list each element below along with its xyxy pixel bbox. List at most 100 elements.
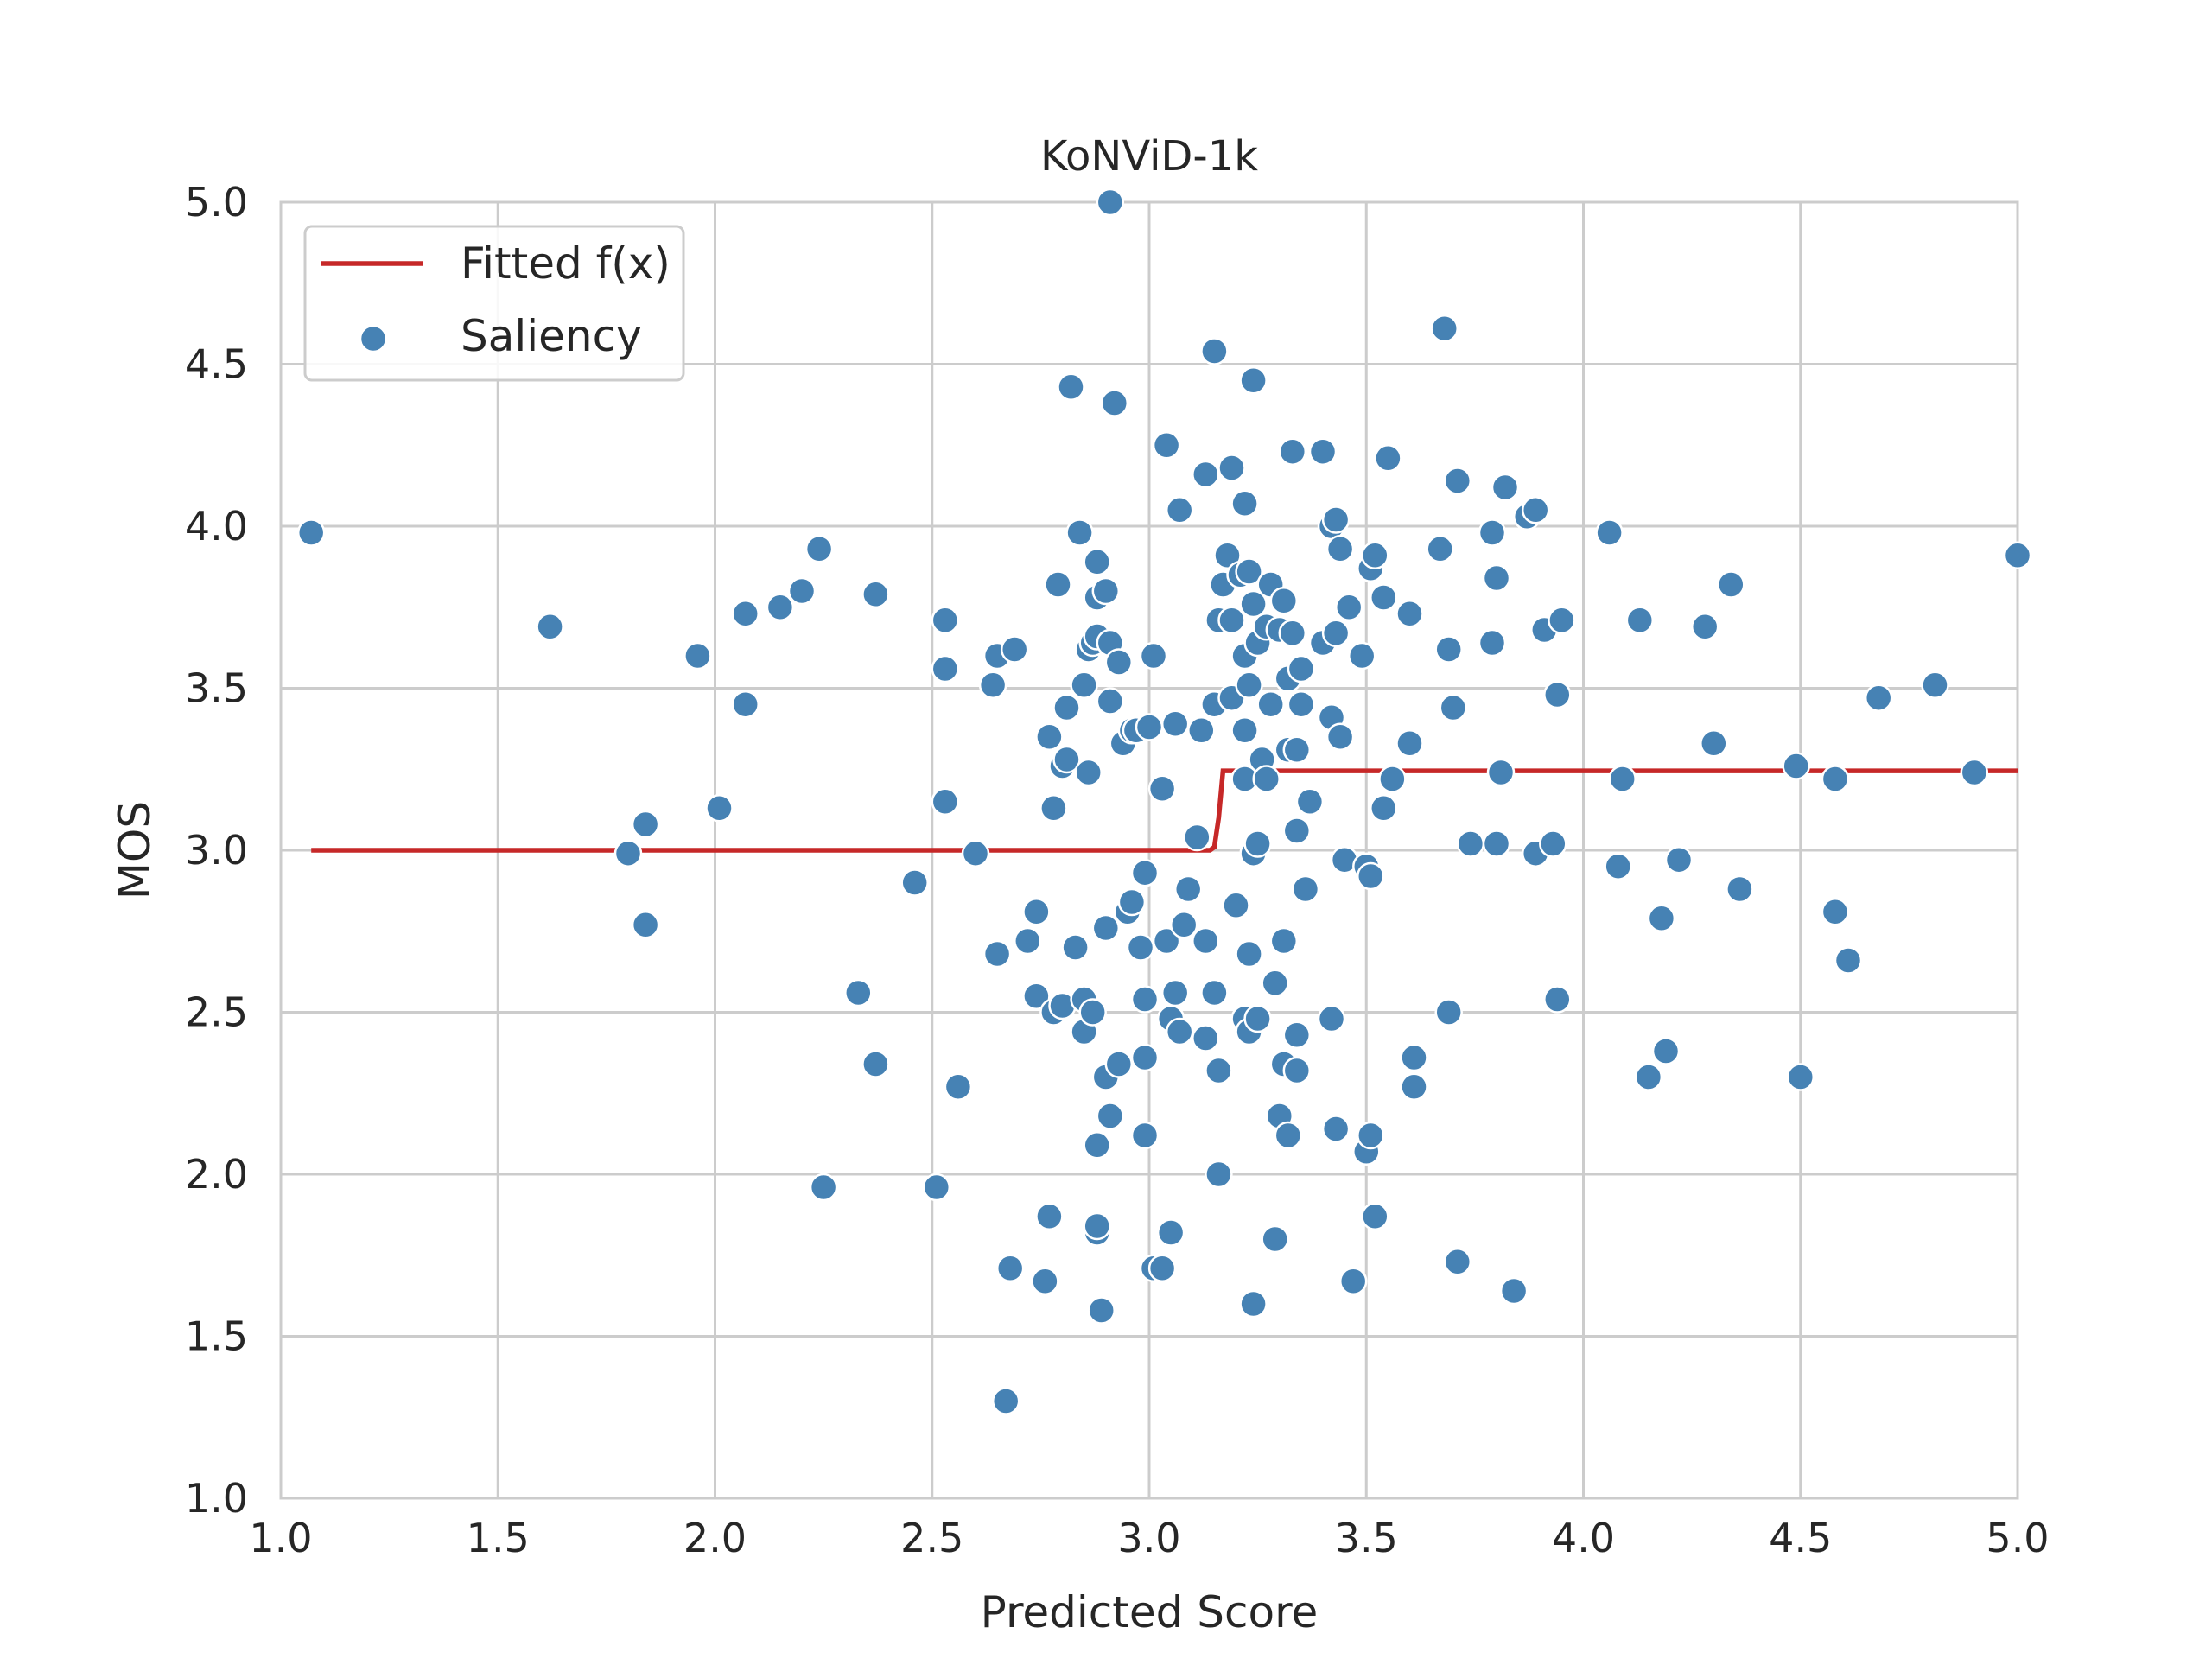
scatter-point (1291, 874, 1320, 904)
scatter-point (1334, 593, 1363, 622)
y-tick-label: 1.0 (185, 1475, 248, 1522)
scatter-point (1235, 939, 1263, 969)
scatter-point (1647, 904, 1676, 933)
scatter-point (1325, 535, 1355, 563)
scatter-point (1091, 576, 1121, 606)
scatter-point (1130, 1121, 1160, 1150)
scatter-point (1960, 758, 1989, 787)
scatter-point (1239, 1289, 1268, 1319)
scatter-point (1117, 887, 1147, 917)
scatter-point (1169, 911, 1198, 939)
scatter-point (1130, 1043, 1160, 1072)
points-layer (296, 188, 2032, 1415)
scatter-point (1347, 641, 1376, 671)
scatter-point (1035, 1202, 1064, 1231)
scatter-point (931, 654, 960, 683)
scatter-point (1000, 635, 1029, 664)
scatter-point (1087, 1296, 1116, 1325)
legend: Fitted f(x) Saliency (303, 225, 685, 382)
scatter-point (1165, 1017, 1194, 1046)
scatter-point (1074, 758, 1103, 787)
scatter-point (1022, 898, 1051, 926)
scatter-point (1183, 823, 1211, 852)
scatter-point (1499, 1276, 1529, 1306)
scatter-point (1052, 693, 1081, 722)
scatter-point (1486, 758, 1516, 787)
scatter-point (1091, 913, 1121, 943)
scatter-point (931, 606, 960, 635)
y-axis-label: MOS (110, 801, 160, 899)
scatter-point (1261, 1224, 1289, 1254)
fitted-curve (311, 768, 2018, 853)
scatter-point (1035, 722, 1064, 752)
scatter-point (1651, 1037, 1681, 1065)
scatter-point (1690, 613, 1719, 641)
scatter-point (1726, 874, 1754, 904)
scatter-point (1104, 648, 1134, 677)
scatter-point (1357, 861, 1385, 891)
scatter-point (1192, 460, 1220, 489)
scatter-point (1243, 1004, 1272, 1033)
scatter-point (1295, 787, 1325, 817)
scatter-point (766, 593, 795, 622)
scatter-point (1821, 898, 1850, 926)
scatter-point (613, 839, 643, 868)
scatter-point (1482, 830, 1511, 858)
scatter-point (1478, 518, 1507, 547)
scatter-point (1287, 690, 1316, 719)
scatter-point (1604, 852, 1632, 880)
x-axis-label: Predicted Score (981, 1587, 1319, 1637)
scatter-point (1261, 969, 1289, 998)
scatter-point (1834, 946, 1863, 975)
x-tick-label: 2.5 (900, 1515, 963, 1561)
x-tick-label: 5.0 (1986, 1515, 2049, 1561)
scatter-point (1039, 794, 1068, 823)
scatter-point (1625, 606, 1655, 635)
scatter-point (2003, 541, 2032, 570)
scatter-point (1130, 985, 1160, 1014)
scatter-point (1443, 1248, 1472, 1276)
scatter-point (1539, 830, 1567, 858)
scatter-point (982, 939, 1012, 969)
scatter-point (1548, 606, 1576, 635)
scatter-point (1147, 774, 1177, 804)
scatter-point (1156, 1218, 1185, 1247)
scatter-point (1252, 765, 1281, 793)
scatter-point (1325, 722, 1355, 752)
scatter-point (1269, 926, 1299, 956)
scatter-point (1426, 535, 1454, 563)
scatter-point (1205, 1056, 1233, 1085)
scatter-point (809, 1173, 838, 1202)
scatter-point (1608, 765, 1637, 793)
scatter-point (1400, 1072, 1428, 1102)
scatter-point (1239, 366, 1268, 395)
x-tick-label: 4.0 (1552, 1515, 1615, 1561)
y-tick-label: 3.5 (185, 665, 248, 712)
scatter-point (804, 535, 834, 563)
scatter-point (944, 1072, 973, 1102)
scatter-point (1395, 729, 1424, 758)
scatter-point (1083, 1131, 1111, 1160)
scatter-point (1443, 467, 1472, 495)
scatter-point (1478, 628, 1507, 658)
scatter-point (1243, 830, 1272, 858)
x-tick-label: 1.5 (467, 1515, 530, 1561)
scatter-point (1152, 926, 1181, 956)
scatter-point (1173, 874, 1203, 904)
scatter-point (1821, 765, 1850, 793)
scatter-point (631, 911, 660, 939)
plot-frame (279, 200, 2019, 1500)
y-tick-labels: 1.0 1.5 2.0 2.5 3.0 3.5 4.0 4.5 5.0 (185, 179, 248, 1522)
x-tick-label: 2.0 (683, 1515, 747, 1561)
scatter-point (844, 978, 873, 1007)
x-tick-label: 3.5 (1335, 1515, 1398, 1561)
scatter-point (1135, 713, 1164, 741)
scatter-point (1434, 998, 1463, 1027)
scatter-point (731, 600, 760, 628)
scatter-point (1786, 1063, 1815, 1091)
scatter-point (1317, 1004, 1346, 1033)
scatter-point (1070, 671, 1098, 700)
scatter-point (1595, 518, 1624, 547)
legend-label-fit: Fitted f(x) (461, 238, 671, 289)
scatter-point (1434, 635, 1463, 664)
